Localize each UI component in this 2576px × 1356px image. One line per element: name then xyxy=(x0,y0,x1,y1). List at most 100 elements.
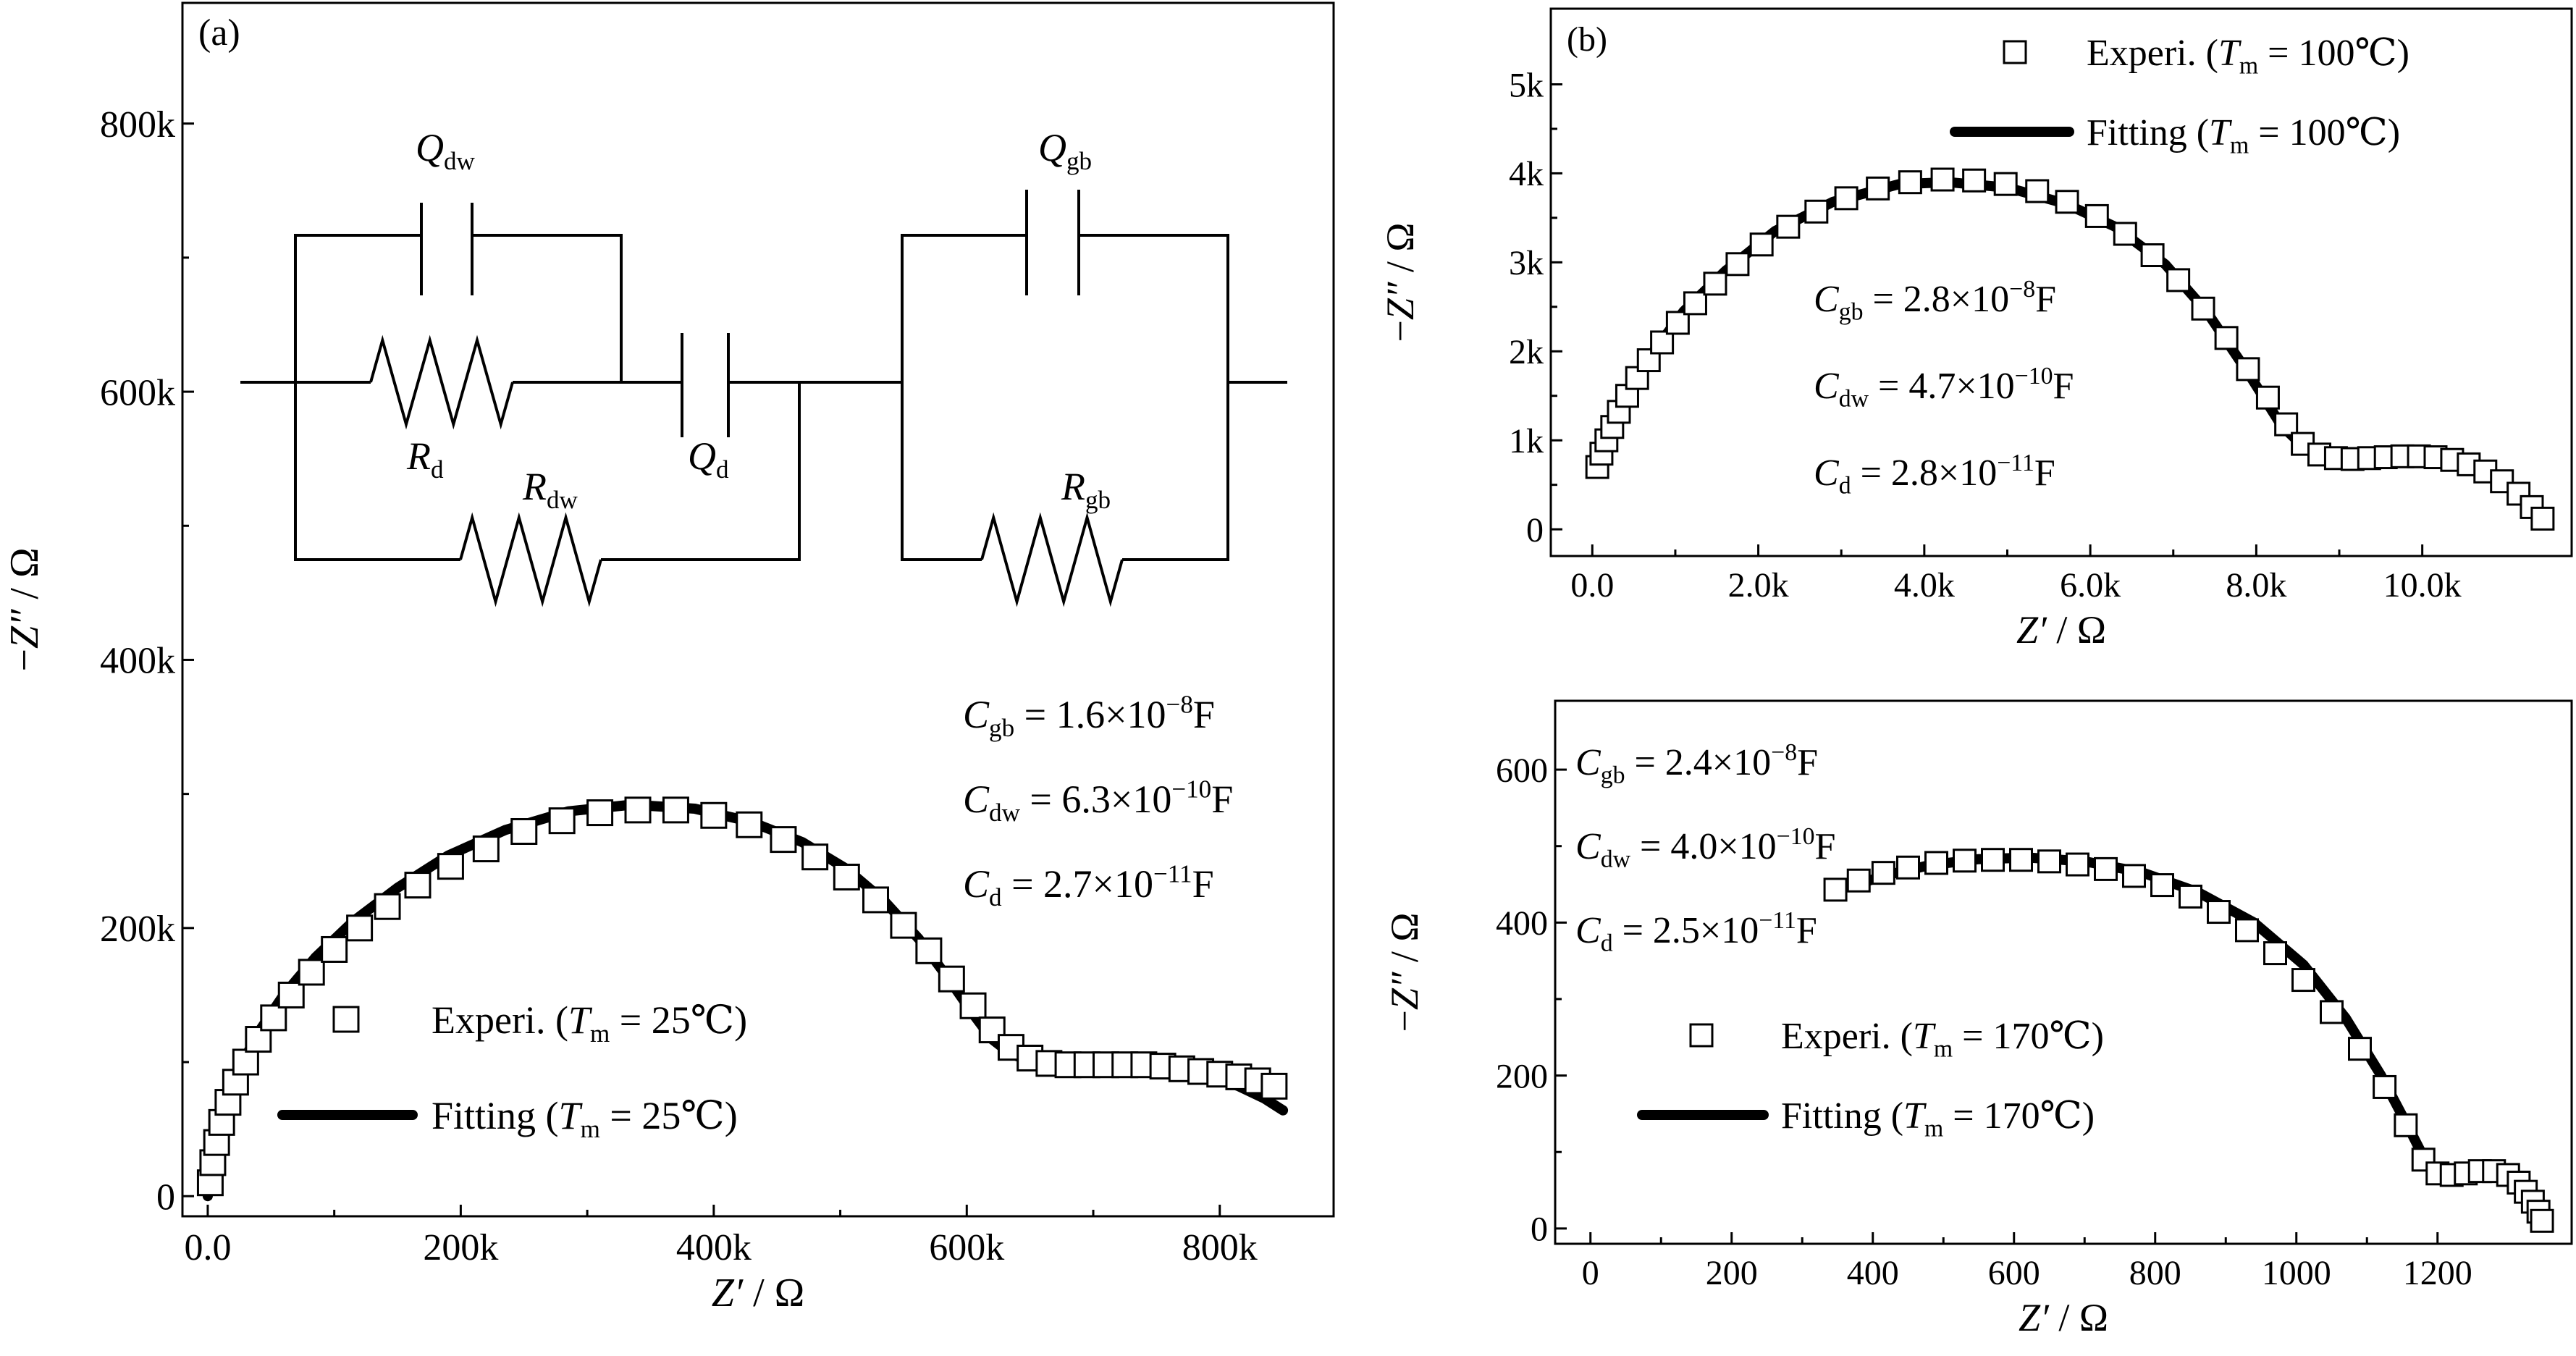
resistor-r-dw xyxy=(459,512,602,607)
resistor-r-gb xyxy=(980,512,1124,607)
experiment-point xyxy=(232,1048,259,1076)
experiment-point xyxy=(1930,167,1955,192)
experiment-point xyxy=(374,893,401,920)
panel-c: 0 200 400 600 800 1000 1200 0 200 400 600 Z′ / Ω −Z″… xyxy=(1383,699,2573,1339)
x-tick-label: 600 xyxy=(1988,1254,2040,1292)
x-tick-label: 4.0k xyxy=(1894,566,1955,605)
experiment-point xyxy=(1703,271,1727,296)
circuit-wire xyxy=(901,234,1027,382)
circuit-label-r-dw: Rdw xyxy=(522,465,578,514)
x-tick-label: 0 xyxy=(1582,1254,1599,1292)
experiment-point xyxy=(586,799,614,827)
experiment-point xyxy=(2113,222,2137,246)
x-tick-label: 2.0k xyxy=(1728,566,1789,605)
experiment-point xyxy=(2320,1000,2344,1024)
x-tick-label: 0.0 xyxy=(1570,566,1614,605)
y-tick-label: 600k xyxy=(100,372,175,413)
legend-experiment-marker xyxy=(2003,40,2027,64)
panel-label: (b) xyxy=(1567,20,1607,59)
experiment-point xyxy=(2055,190,2079,214)
experiment-point xyxy=(1924,851,1948,875)
experiment-point xyxy=(833,863,860,890)
y-tick-label: 3k xyxy=(1509,244,1544,282)
y-tick-label: 5k xyxy=(1509,66,1544,104)
circuit-wire xyxy=(1122,382,1229,561)
legend-fitting-label: Fitting (Tm = 100℃) xyxy=(2087,112,2400,159)
x-axis-title: Z′ / Ω xyxy=(2019,1296,2108,1339)
y-tick-label: 0 xyxy=(1531,1210,1548,1249)
experiment-point xyxy=(1650,330,1675,355)
x-tick-label: 400k xyxy=(676,1227,752,1268)
experiment-point xyxy=(624,796,652,824)
experiment-point xyxy=(959,992,987,1019)
x-axis-title: Z′ / Ω xyxy=(2016,608,2106,652)
experiment-point xyxy=(1896,855,1920,880)
experiment-point xyxy=(2084,203,2109,228)
capacitance-dw-label: Cdw = 6.3×10−10F xyxy=(963,775,1233,826)
experiment-point xyxy=(736,811,763,838)
experiment-point xyxy=(260,1004,287,1032)
experiment-point xyxy=(510,817,538,845)
legend-fitting-label: Fitting (Tm = 25℃) xyxy=(432,1094,738,1143)
x-tick-label: 600k xyxy=(929,1227,1004,1268)
experiment-point xyxy=(346,914,374,942)
y-tick-label: 400 xyxy=(1496,904,1548,943)
experiment-point xyxy=(2179,884,2202,909)
experiment-point xyxy=(2009,848,2033,872)
experiment-point xyxy=(1260,1072,1288,1100)
y-tick-label: 0 xyxy=(156,1176,175,1218)
resistor-r-d xyxy=(369,334,514,430)
experiment-point xyxy=(2066,852,2089,877)
legend-experiment-marker xyxy=(332,1006,360,1033)
capacitance-gb-label: Cgb = 1.6×10−8F xyxy=(963,690,1215,741)
capacitance-d-label: Cd = 2.7×10−11F xyxy=(963,859,1214,911)
experiment-point xyxy=(2191,296,2215,321)
experiment-point xyxy=(662,796,689,824)
experiment-point xyxy=(1665,311,1690,335)
circuit-label-r-gb: Rgb xyxy=(1061,465,1111,514)
experiment-point xyxy=(2150,873,2174,898)
legend-experiment-label: Experi. (Tm = 100℃) xyxy=(2087,33,2409,79)
capacitance-dw-label: Cdw = 4.7×10−10F xyxy=(1814,363,2074,412)
capacitance-gb-label: Cgb = 2.8×10−8F xyxy=(1814,276,2056,325)
experiment-point xyxy=(770,826,797,854)
panel-a: 0.0 200k 400k 600k 800k 0 200k 400k 600k 800k Z′ /… xyxy=(2,1,1335,1315)
experiment-point xyxy=(277,981,305,1008)
experiment-point xyxy=(2166,268,2191,292)
circuit-wire xyxy=(1079,234,1229,382)
x-tick-label: 0.0 xyxy=(184,1227,231,1268)
legend-fitting-label: Fitting (Tm = 170℃) xyxy=(1781,1095,2095,1142)
circuit-wire xyxy=(601,382,801,561)
y-tick-label: 2k xyxy=(1509,333,1544,371)
plot-frame xyxy=(1554,699,2573,1245)
experiment-point xyxy=(1981,848,2005,872)
legend-experiment-label: Experi. (Tm = 25℃) xyxy=(432,998,747,1048)
experiment-point xyxy=(1834,186,1859,211)
circuit-label-q-dw: Qdw xyxy=(416,126,476,175)
experiment-point xyxy=(1962,168,1987,193)
experiment-point xyxy=(1823,877,1848,902)
experiment-point xyxy=(2291,968,2315,993)
x-tick-label: 800k xyxy=(1182,1227,1258,1268)
y-tick-label: 600 xyxy=(1496,751,1548,790)
experiment-point xyxy=(298,959,325,986)
y-tick-label: 4k xyxy=(1509,155,1544,193)
x-tick-label: 400 xyxy=(1847,1254,1899,1292)
y-tick-label: 200 xyxy=(1496,1057,1548,1095)
experiment-point xyxy=(1898,170,1922,195)
x-tick-label: 200 xyxy=(1706,1254,1758,1292)
experiment-point xyxy=(472,835,500,863)
experiment-point xyxy=(1871,861,1895,885)
capacitance-d-label: Cd = 2.5×10−11F xyxy=(1575,907,1817,956)
experiment-point xyxy=(2025,179,2050,203)
x-tick-label: 200k xyxy=(423,1227,498,1268)
experiment-point xyxy=(2348,1037,2372,1061)
experiment-point xyxy=(404,872,432,899)
experiment-point xyxy=(321,935,348,963)
y-axis-title: −Z″ / Ω xyxy=(1379,222,1422,342)
experiment-point xyxy=(1749,232,1774,257)
experiment-point xyxy=(2122,864,2146,888)
circuit-label-q-gb: Qgb xyxy=(1038,126,1092,175)
y-tick-label: 0 xyxy=(1526,511,1544,549)
experiment-point xyxy=(1953,848,1977,873)
